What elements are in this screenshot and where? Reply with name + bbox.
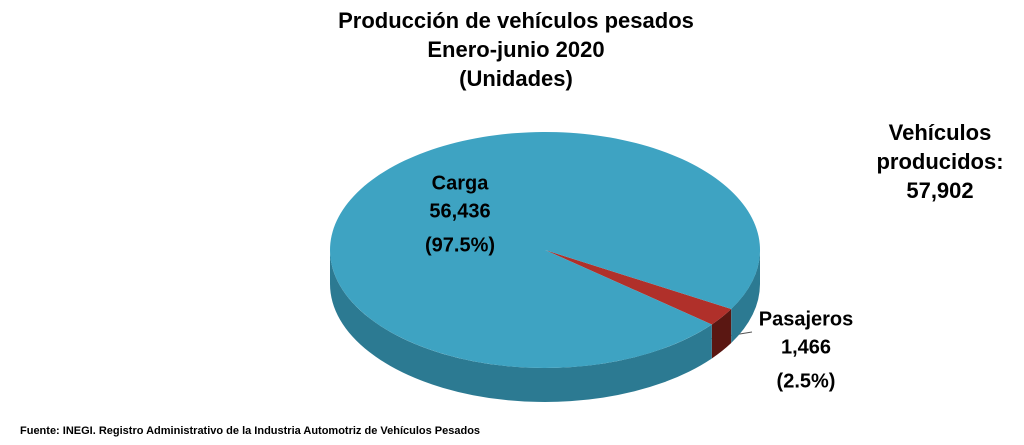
percent-label: (97.5%) [425, 234, 495, 256]
source: Fuente: INEGI. Registro Administrativo d… [20, 425, 480, 437]
slice-side [731, 250, 760, 343]
annotation: 57,902 [906, 178, 973, 203]
slice-side [711, 309, 732, 359]
value-label: 56,436 [429, 200, 490, 222]
percent-label: (2.5%) [777, 370, 836, 392]
value-label: 1,466 [781, 336, 831, 358]
slice-label: Carga [432, 172, 490, 194]
slice [330, 131, 761, 368]
chart-title: Enero-junio 2020 [427, 37, 604, 62]
slice [545, 250, 732, 325]
chart-title: Producción de vehículos pesados [338, 8, 694, 33]
annotation: producidos: [876, 149, 1003, 174]
slice-label: Pasajeros [759, 308, 854, 330]
annotation: Vehículos [889, 120, 992, 145]
labels: Pasajeros 1,466 (2.5%) Carga 56,436 (97.5%) [425, 172, 853, 392]
slice-side [330, 250, 712, 403]
chart-title: (Unidades) [459, 66, 573, 91]
pie [330, 131, 761, 403]
